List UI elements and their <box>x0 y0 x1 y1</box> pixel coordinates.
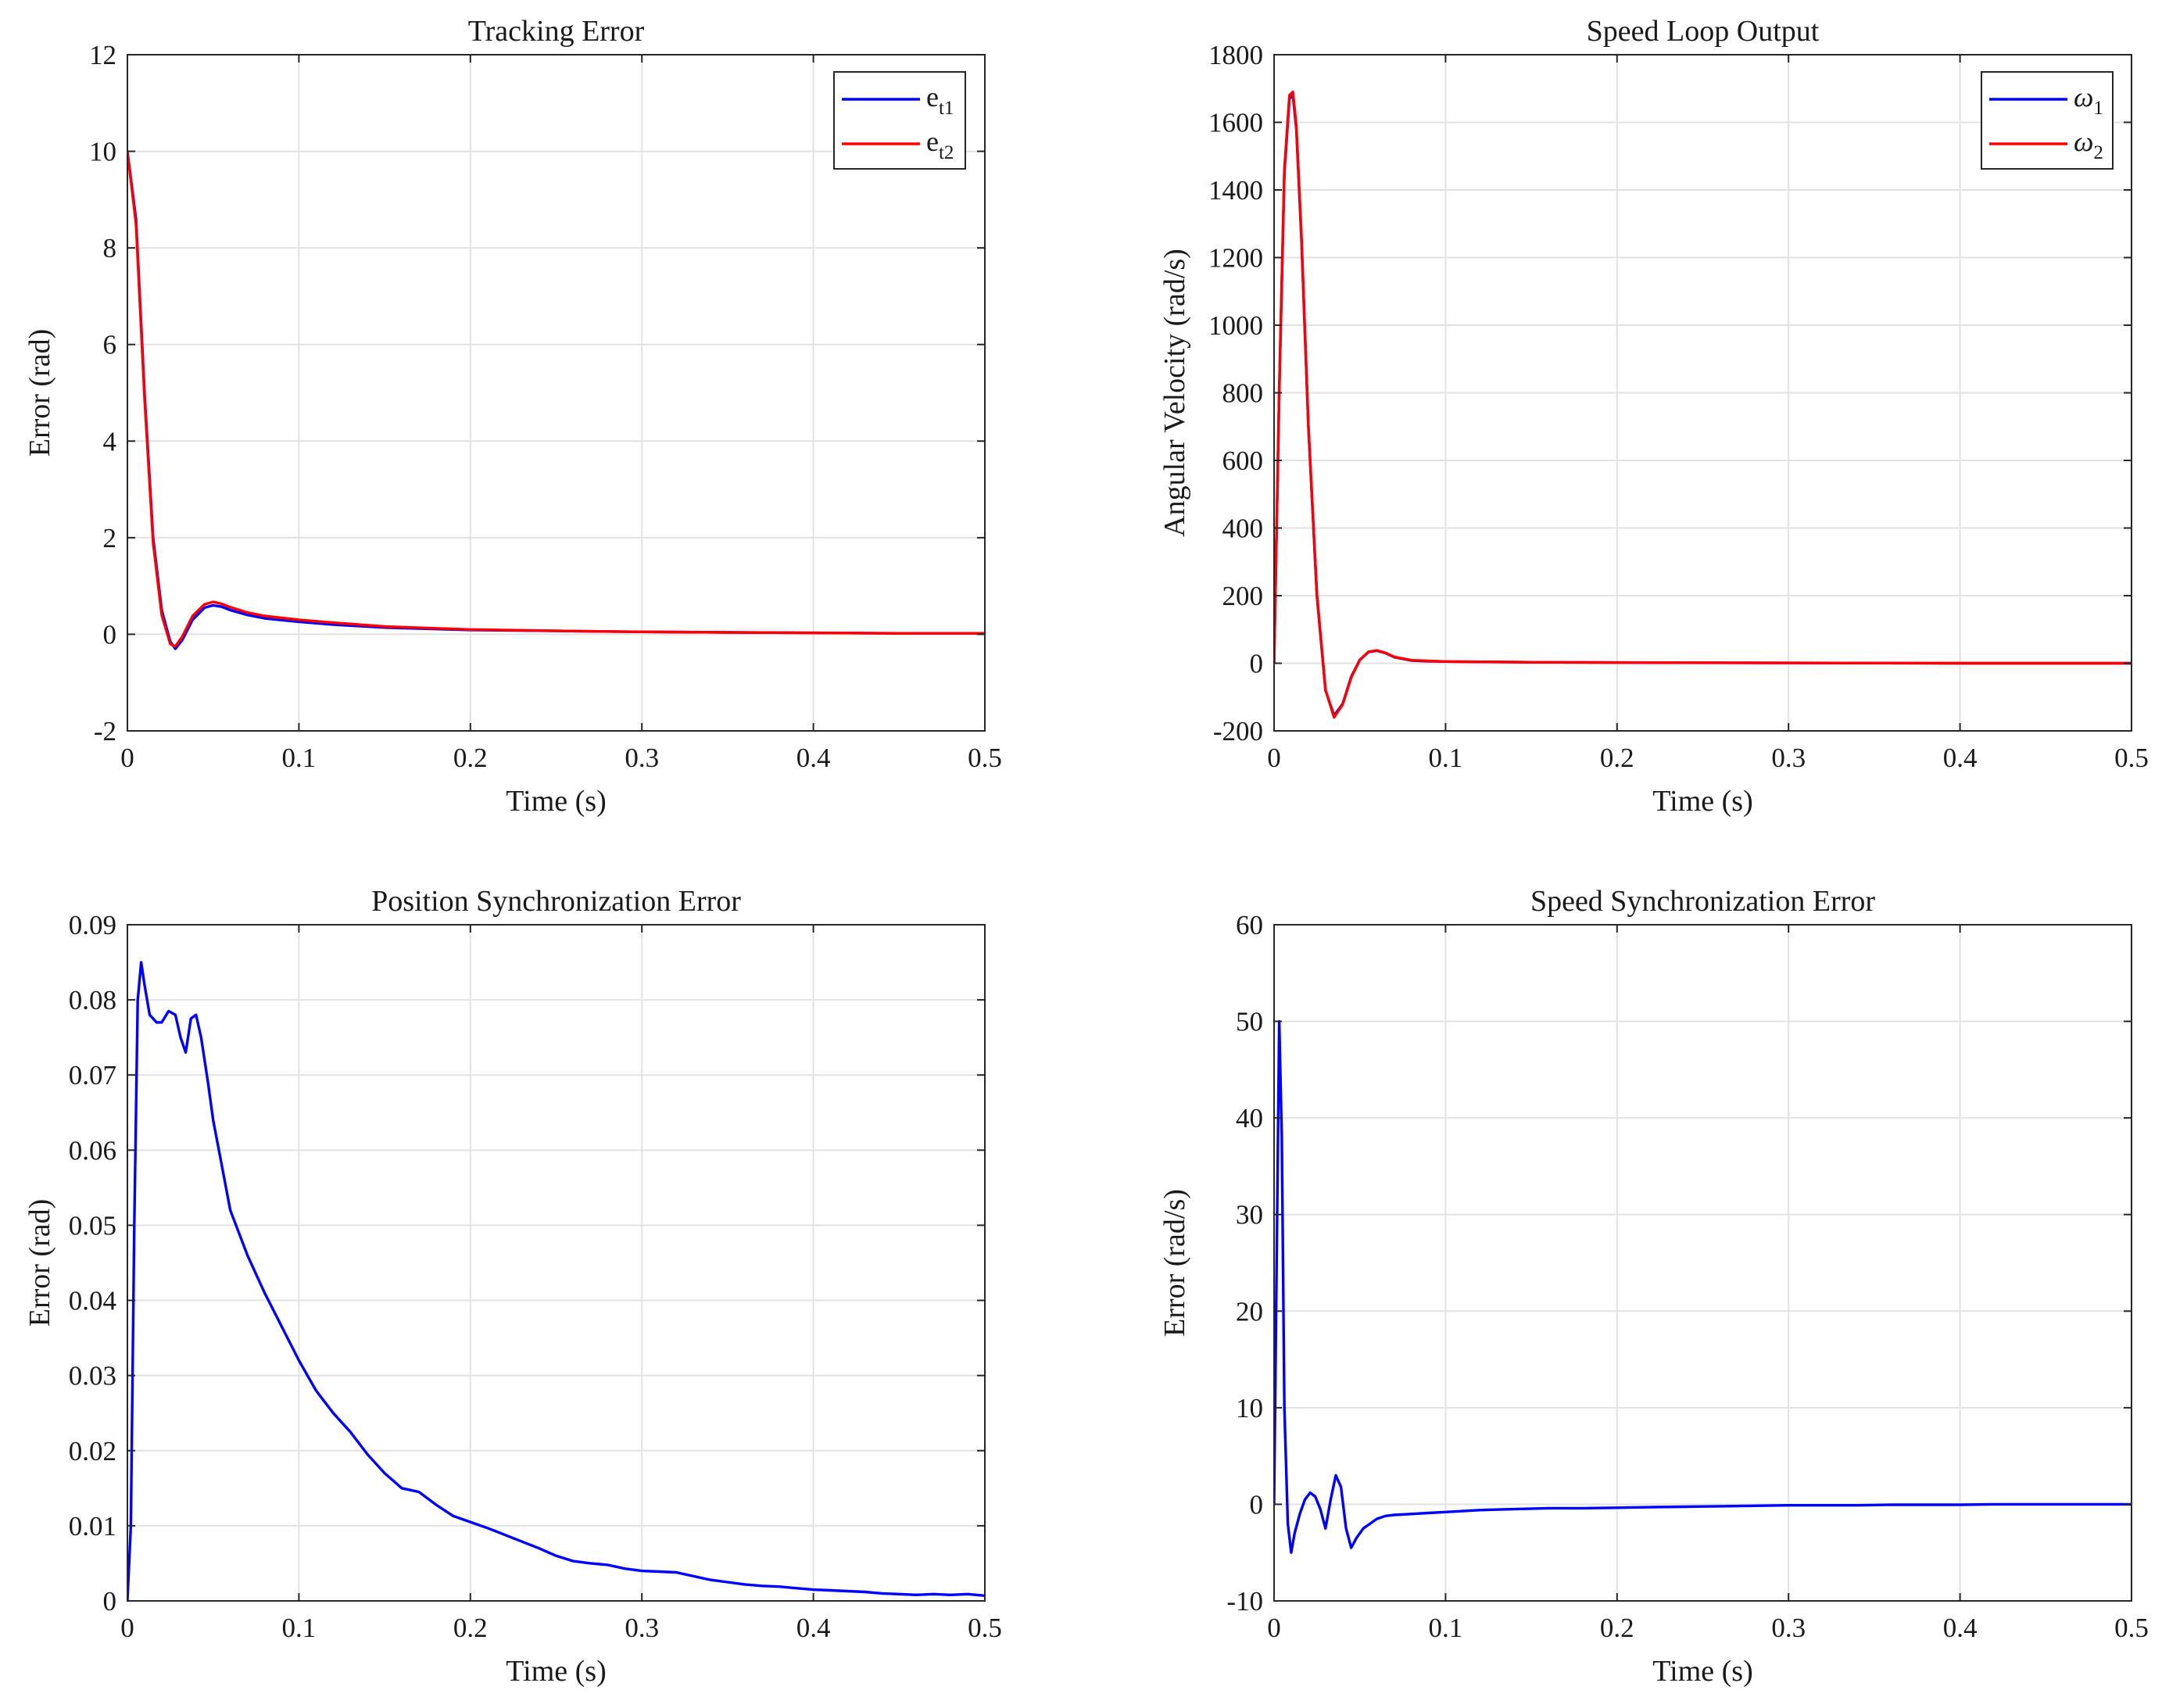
chart-possync-ylabel: Error (rad) <box>23 1199 56 1327</box>
chart-possync-ytick-label-9: 0.09 <box>69 910 116 940</box>
chart-speedloop-xlabel: Time (s) <box>1652 785 1752 818</box>
chart-possync-ytick-label-3: 0.03 <box>69 1361 116 1391</box>
chart-tracking-xtick-label-2: 0.2 <box>453 743 488 773</box>
chart-speedsync-xtick-label-3: 0.3 <box>1771 1613 1806 1643</box>
chart-possync-ytick-label-0: 0 <box>103 1586 117 1617</box>
chart-speedloop-ytick-label-0: -200 <box>1213 716 1263 747</box>
chart-speedloop-xtick-label-4: 0.4 <box>1943 743 1978 773</box>
chart-speedloop-xtick-label-2: 0.2 <box>1600 743 1634 773</box>
chart-speedsync-ylabel: Error (rad/s) <box>1158 1189 1191 1337</box>
chart-speedsync-ytick-label-7: 60 <box>1236 910 1263 940</box>
chart-speedloop-xtick-label-1: 0.1 <box>1429 743 1463 773</box>
chart-speedloop-ytick-label-8: 1400 <box>1208 175 1263 206</box>
chart-speedloop-xtick-label-0: 0 <box>1267 743 1281 773</box>
chart-speedsync-xtick-label-5: 0.5 <box>2114 1613 2149 1643</box>
chart-speedloop-ytick-label-4: 600 <box>1222 446 1264 476</box>
chart-speedloop-series-1-line <box>1274 90 2132 719</box>
chart-speedsync-ytick-label-6: 50 <box>1236 1007 1263 1037</box>
chart-speedsync-ytick-label-1: 0 <box>1250 1489 1264 1520</box>
chart-tracking-ytick-label-3: 4 <box>103 426 117 457</box>
chart-speedsync-xtick-label-1: 0.1 <box>1429 1613 1463 1643</box>
chart-possync-ytick-label-6: 0.06 <box>69 1135 116 1166</box>
chart-possync-xtick-label-4: 0.4 <box>796 1613 831 1643</box>
chart-tracking-xtick-label-0: 0 <box>120 743 134 773</box>
chart-tracking-ytick-label-6: 10 <box>89 137 116 167</box>
chart-speedsync-axes-box <box>1273 924 2132 1602</box>
chart-tracking-axes-box <box>127 54 986 732</box>
position-sync-error-chart: 0 0.1 0.2 0.3 0.4 0.5 0 0.01 0.02 0.03 0.04 0.05 0.0… <box>23 885 1002 1688</box>
chart-possync-axes-box <box>127 924 986 1602</box>
chart-tracking-ytick-label-5: 8 <box>103 233 117 263</box>
chart-tracking-xtick-label-1: 0.1 <box>282 743 317 773</box>
chart-tracking-ytick-label-1: 0 <box>103 619 117 650</box>
chart-speedloop-ytick-label-3: 400 <box>1222 514 1264 544</box>
chart-possync-plot-area <box>127 925 985 1601</box>
chart-tracking-ytick-label-0: -2 <box>94 716 116 747</box>
chart-speedloop-xtick-label-5: 0.5 <box>2114 743 2149 773</box>
chart-speedloop-title: Speed Loop Output <box>1587 15 1820 48</box>
chart-speedloop-xtick-label-3: 0.3 <box>1771 743 1806 773</box>
chart-speedloop-ylabel: Angular Velocity (rad/s) <box>1158 249 1191 537</box>
chart-speedloop-legend-label-1: ω2 <box>2074 126 2103 163</box>
chart-tracking-ytick-label-2: 2 <box>103 523 117 553</box>
chart-speedloop-ytick-label-6: 1000 <box>1208 310 1263 341</box>
chart-speedsync-xlabel: Time (s) <box>1652 1655 1752 1688</box>
chart-speedloop-ytick-label-5: 800 <box>1222 378 1264 409</box>
chart-tracking-ylabel: Error (rad) <box>23 329 56 457</box>
chart-speedloop-legend-label-0: ω1 <box>2074 81 2103 119</box>
chart-tracking-xtick-label-4: 0.4 <box>796 743 831 773</box>
speed-loop-output-chart: 0 0.1 0.2 0.3 0.4 0.5-20002004006008001000120… <box>1158 15 2149 818</box>
chart-possync-ytick-label-1: 0.01 <box>69 1511 116 1541</box>
chart-tracking-legend-box <box>833 71 966 170</box>
chart-possync-xlabel: Time (s) <box>506 1655 606 1688</box>
chart-possync-ytick-label-5: 0.05 <box>69 1210 116 1241</box>
chart-possync-series-0-line <box>127 961 985 1601</box>
chart-possync-xtick-label-2: 0.2 <box>453 1613 488 1643</box>
chart-speedsync-plot-area <box>1274 925 2132 1601</box>
chart-tracking-legend-label-0: et1 <box>926 81 954 119</box>
chart-speedsync-ytick-label-0: -10 <box>1226 1586 1263 1617</box>
chart-possync-xtick-label-1: 0.1 <box>282 1613 317 1643</box>
chart-tracking-legend-label-1: et2 <box>926 126 954 163</box>
chart-tracking-xtick-label-5: 0.5 <box>968 743 1002 773</box>
chart-speedsync-ytick-label-5: 40 <box>1236 1103 1263 1133</box>
chart-speedsync-xtick-label-2: 0.2 <box>1600 1613 1634 1643</box>
chart-speedsync-ytick-label-3: 20 <box>1236 1296 1263 1327</box>
chart-speedloop-legend-box <box>1981 71 2114 170</box>
chart-possync-xtick-label-0: 0 <box>120 1613 134 1643</box>
chart-possync-xtick-label-3: 0.3 <box>625 1613 659 1643</box>
chart-speedsync-title: Speed Synchronization Error <box>1530 885 1875 918</box>
chart-speedloop-ytick-label-9: 1600 <box>1208 108 1263 138</box>
chart-tracking-ytick-label-7: 12 <box>89 40 116 70</box>
chart-possync-title: Position Synchronization Error <box>371 885 741 918</box>
chart-speedsync-xtick-label-0: 0 <box>1267 1613 1281 1643</box>
chart-speedloop-ytick-label-10: 1800 <box>1208 40 1263 70</box>
chart-tracking-ytick-label-4: 6 <box>103 330 117 360</box>
chart-possync-ytick-label-7: 0.07 <box>69 1060 116 1090</box>
chart-speedloop-ytick-label-7: 1200 <box>1208 243 1263 274</box>
chart-speedloop-ytick-label-2: 200 <box>1222 581 1264 611</box>
chart-tracking-xlabel: Time (s) <box>506 785 606 818</box>
chart-speedsync-xtick-label-4: 0.4 <box>1943 1613 1978 1643</box>
chart-tracking-series-1-line <box>127 151 985 648</box>
chart-possync-xtick-label-5: 0.5 <box>968 1613 1002 1643</box>
chart-speedsync-ytick-label-2: 10 <box>1236 1393 1263 1423</box>
chart-speedsync-ytick-label-4: 30 <box>1236 1200 1263 1230</box>
chart-possync-ytick-label-4: 0.04 <box>69 1286 116 1316</box>
chart-speedsync-series-0-line <box>1274 1019 2132 1554</box>
chart-possync-ytick-label-8: 0.08 <box>69 985 116 1015</box>
chart-tracking-xtick-label-3: 0.3 <box>625 743 659 773</box>
chart-possync-ytick-label-2: 0.02 <box>69 1436 116 1466</box>
chart-tracking-title: Tracking Error <box>468 15 645 48</box>
chart-speedloop-ytick-label-1: 0 <box>1250 649 1264 679</box>
